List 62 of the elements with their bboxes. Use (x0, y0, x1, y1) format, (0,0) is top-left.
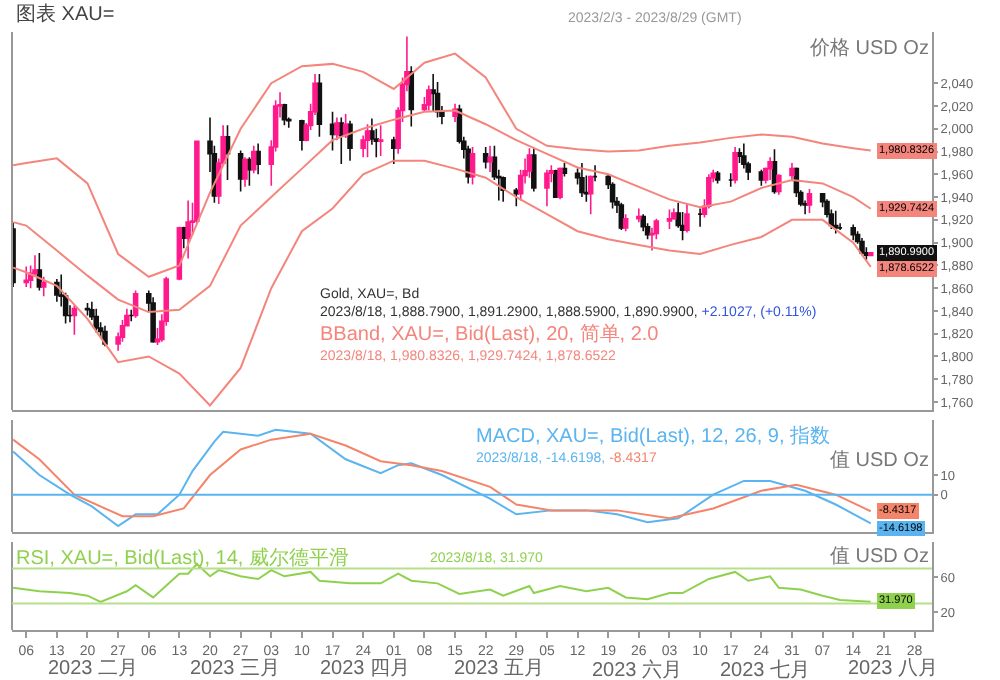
candlestick (666, 208, 673, 230)
candlestick (377, 124, 384, 157)
candlestick (531, 147, 537, 193)
candlestick (255, 142, 261, 176)
candlestick (671, 207, 677, 221)
candlestick (373, 127, 380, 159)
candlestick (391, 135, 397, 165)
annotation: BBand, XAU=, Bid(Last), 20, 简单, 2.0 (320, 322, 660, 346)
text: 2023 七月 (720, 658, 811, 680)
candlestick (727, 172, 734, 188)
candlestick (430, 73, 436, 113)
candlestick (334, 116, 340, 141)
candlestick (587, 174, 594, 215)
text: 2023 五月 (454, 658, 545, 680)
candlestick (544, 168, 550, 207)
candlestick (592, 164, 598, 182)
text: 2023 四月 (320, 658, 411, 680)
annotation: MACD, XAU=, Bid(Last), 12, 26, 9, 指数 (476, 424, 831, 448)
candlestick (867, 251, 874, 257)
text: 2023 六月 (592, 658, 683, 680)
annotation: RSI, XAU=, Bid(Last), 14, 威尔德平滑 (16, 546, 349, 570)
candlestick (465, 145, 471, 185)
candlestick (102, 324, 108, 348)
candlestick (150, 296, 156, 344)
candlestick (299, 118, 305, 152)
candlestick (338, 116, 345, 165)
text: 图表 XAU= (16, 2, 115, 26)
text: 2023 三月 (190, 658, 281, 680)
candlestick (347, 120, 353, 162)
candlestick (93, 307, 99, 334)
candlestick (71, 304, 78, 336)
candlestick (732, 146, 738, 185)
candlestick (649, 227, 655, 252)
candlestick (526, 147, 533, 179)
candlestick (364, 123, 371, 159)
candlestick (636, 207, 642, 223)
candlestick (40, 275, 47, 297)
candlestick (706, 173, 712, 210)
candlestick (832, 209, 839, 235)
text: 2023 八月 (848, 658, 939, 680)
y-axis-title: 值 USD Oz (830, 450, 929, 472)
y-axis-title: 价格 USD Oz (808, 36, 929, 60)
candlestick (194, 140, 200, 225)
candlestick (128, 309, 134, 322)
candlestick (579, 162, 585, 198)
candlestick (789, 162, 795, 182)
y-axis-title: 值 USD Oz (830, 546, 929, 568)
candlestick (859, 237, 865, 255)
candlestick (850, 223, 856, 242)
candlestick (684, 203, 690, 234)
candlestick (487, 145, 493, 173)
candlestick (426, 84, 432, 112)
candlestick (640, 213, 646, 233)
line-series (12, 159, 872, 407)
text: 2023 二月 (48, 658, 139, 680)
candlestick (697, 207, 703, 228)
candlestick (767, 156, 773, 181)
candlestick (84, 302, 91, 317)
candlestick (622, 213, 629, 233)
candlestick (557, 166, 563, 201)
candlestick (806, 188, 813, 214)
candlestick (23, 265, 29, 288)
